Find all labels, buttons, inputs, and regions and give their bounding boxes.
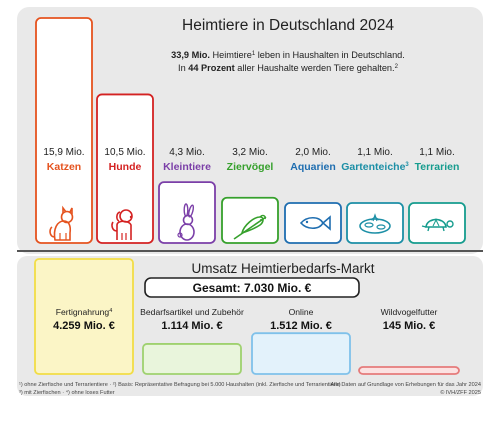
market-label: Online xyxy=(289,307,314,317)
bar-category-label: Katzen xyxy=(47,161,81,173)
bar-group-2: 4,3 Mio. Kleintiere xyxy=(158,147,216,244)
market-box xyxy=(358,366,460,375)
bars: 15,9 Mio. Katzen 10,5 Mio. Hunde 4,3 Mio. Kle… xyxy=(35,17,466,244)
market-label-text: Online xyxy=(289,307,314,317)
bar-kleintiere xyxy=(158,181,216,244)
bar-value-label: 10,5 Mio. xyxy=(104,147,145,158)
turtle-icon xyxy=(421,218,454,232)
bar-ziervögel xyxy=(221,196,279,244)
category-name: Aquarien xyxy=(290,161,336,173)
bar-aquarien xyxy=(284,202,342,244)
cat-icon xyxy=(49,205,74,241)
fish-icon xyxy=(299,215,331,231)
bar-katzen xyxy=(35,17,93,244)
subtitle-count: 33,9 Mio. xyxy=(171,50,210,60)
market-title: Umsatz Heimtierbedarfs-Markt xyxy=(191,261,374,276)
category-name: Kleintiere xyxy=(163,161,211,173)
subtitle-text-a: Heimtiere xyxy=(210,50,252,60)
bar-category-label: Terrarien xyxy=(415,161,460,173)
market-value: 145 Mio. € xyxy=(383,320,436,332)
bar-value-label: 15,9 Mio. xyxy=(43,147,84,158)
bar-group-1: 10,5 Mio. Hunde xyxy=(96,93,154,244)
bar-group-4: 2,0 Mio. Aquarien xyxy=(284,147,342,244)
subtitle-text-c: In xyxy=(178,63,188,73)
market-label-text: Wildvogelfutter xyxy=(381,307,438,317)
market-item-3: Wildvogelfutter 145 Mio. € xyxy=(358,307,460,375)
category-name: Terrarien xyxy=(415,161,460,173)
market-label: Fertignahrung4 xyxy=(56,307,113,317)
market-value: 4.259 Mio. € xyxy=(53,320,115,332)
market-boxes: Fertignahrung4 4.259 Mio. € Bedarfsartikel… xyxy=(34,258,460,375)
market-box xyxy=(251,332,351,375)
category-name: Gartenteiche xyxy=(341,161,405,173)
market-label-text: Bedarfsartikel und Zubehör xyxy=(140,307,244,317)
bar-value-label: 1,1 Mio. xyxy=(419,147,455,158)
bar-category-label: Hunde xyxy=(109,161,142,173)
bar-group-6: 1,1 Mio. Terrarien xyxy=(408,147,466,244)
bar-gartenteiche xyxy=(346,202,404,244)
footnote-line2: ³) mit Zierfischen · ⁴) ohne loses Futte… xyxy=(19,389,115,396)
chart-title: Heimtiere in Deutschland 2024 xyxy=(182,17,394,34)
bar-category-label: Kleintiere xyxy=(163,161,211,173)
bar-hunde xyxy=(96,93,154,244)
bar-value-label: 1,1 Mio. xyxy=(357,147,393,158)
market-label: Bedarfsartikel und Zubehör xyxy=(140,307,244,317)
bar-group-5: 1,1 Mio. Gartenteiche3 xyxy=(341,147,409,244)
source-line2: © IVH/ZFF 2025 xyxy=(440,389,481,396)
market-label-text: Fertignahrung xyxy=(56,307,110,317)
market-item-0: Fertignahrung4 4.259 Mio. € xyxy=(34,258,134,375)
category-footnote: 3 xyxy=(405,162,409,168)
market-label: Wildvogelfutter xyxy=(381,307,438,317)
subtitle-percent: 44 Prozent xyxy=(188,63,234,73)
bar-value-label: 4,3 Mio. xyxy=(169,147,205,158)
bar-value-label: 3,2 Mio. xyxy=(232,147,268,158)
market-value: 1.114 Mio. € xyxy=(161,320,222,332)
source-line1: Alle Daten auf Grundlage von Erhebungen … xyxy=(330,382,481,388)
pond-icon xyxy=(359,213,391,234)
bar-category-label: Gartenteiche3 xyxy=(341,161,409,173)
bar-category-label: Aquarien xyxy=(290,161,336,173)
market-item-2: Online 1.512 Mio. € xyxy=(251,307,351,375)
footnote-line1: ¹) ohne Zierfische und Terrarientiere · … xyxy=(19,382,341,388)
parrot-icon xyxy=(233,214,267,240)
bar-group-3: 3,2 Mio. Ziervögel xyxy=(221,147,279,244)
bar-value-label: 2,0 Mio. xyxy=(295,147,331,158)
bar-category-label: Ziervögel xyxy=(227,161,274,173)
chart-subtitle-line1: 33,9 Mio. Heimtiere1 leben in Haushalten… xyxy=(171,50,405,60)
market-box xyxy=(34,258,134,375)
category-name: Hunde xyxy=(109,161,142,173)
market-label-footnote: 4 xyxy=(109,308,112,314)
market-box xyxy=(142,343,242,375)
category-name: Katzen xyxy=(47,161,81,173)
market-total-box xyxy=(144,277,360,298)
market-total: Gesamt: 7.030 Mio. € xyxy=(193,281,312,295)
subtitle-sup-a: 1 xyxy=(252,51,256,57)
category-name: Ziervögel xyxy=(227,161,274,173)
dog-icon xyxy=(111,209,133,240)
rabbit-icon xyxy=(177,203,195,241)
chart-subtitle-line2: In 44 Prozent aller Haushalte werden Tie… xyxy=(178,63,399,73)
market-item-1: Bedarfsartikel und Zubehör 1.114 Mio. € xyxy=(140,307,244,375)
market-value: 1.512 Mio. € xyxy=(270,320,332,332)
subtitle-sup-b: 2 xyxy=(395,64,399,70)
bar-group-0: 15,9 Mio. Katzen xyxy=(35,17,93,244)
subtitle-text-b: leben in Haushalten in Deutschland. xyxy=(255,50,405,60)
subtitle-text-d: aller Haushalte werden Tiere gehalten. xyxy=(235,63,395,73)
